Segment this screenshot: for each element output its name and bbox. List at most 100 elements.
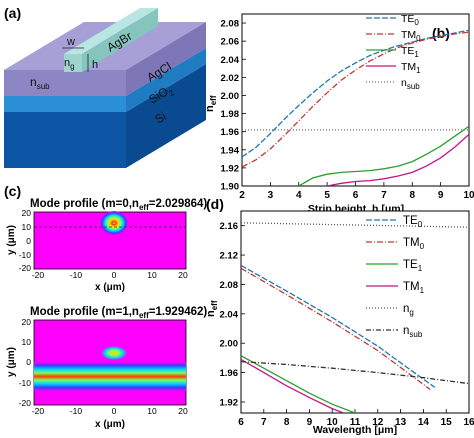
y-tick-label: 2.06 [221,37,240,48]
legend-subscript: sub [409,330,422,339]
y-tick-label: 1.98 [221,109,240,120]
legend-label: TM1 [403,281,425,295]
y-tick-label: 1.92 [220,397,239,408]
mode-profile-bottom-slab [34,362,186,391]
series-line-tm-1 [241,358,344,413]
legend-subscript: g [409,308,413,317]
legend-name: TE [403,215,418,227]
series-line-tm-1 [326,133,469,186]
legend-label: TE1 [403,259,423,273]
x-tick-label: 13 [395,417,407,428]
ytick-label: 10 [22,337,32,347]
series-line-tm-0 [242,31,469,168]
y-tick-label: 1.92 [221,163,240,174]
mode-profile-bottom-xlabel: x (μm) [95,419,125,430]
x-tick-label: 10 [463,190,474,201]
chart-d-series [241,222,469,413]
xtick-label: -10 [70,270,83,280]
chart-d: (d) 6 7 8 9 10 11 12 13 14 15 16 1.921.962.002.042… [205,196,474,436]
x-tick-label: 8 [409,190,415,201]
y-tick-label: 1.96 [221,127,240,138]
strip-index-label: ng [64,57,75,71]
y-tick-label: 2.00 [221,91,240,102]
x-tick-label: 10 [327,417,339,428]
ytick-label: -20 [19,263,32,273]
x-tick-label: 14 [418,417,430,428]
ytick-label: 10 [22,222,32,232]
ytick-label: 0 [26,357,31,367]
x-tick-label: 2 [239,190,245,201]
xtick-label: 20 [178,270,188,280]
series-line-n-sub [241,360,469,385]
y-tick-label: 2.02 [221,73,240,84]
mode-profile-top-ylabel: y (μm) [6,225,17,255]
x-tick-label: 9 [307,417,313,428]
legend-label: nsub [401,77,420,91]
legend-name: TM [401,61,416,73]
mode-profile-bottom-spot [101,346,127,360]
chart-b: (b) 2 3 4 5 6 7 8 9 10 1.901.921.941.961.982.002… [204,13,474,215]
x-tick-label: 6 [353,190,359,201]
chart-b-yticks: 1.90 1.92 1.94 1.96 1.98 2.00 2.02 2.04 2.06 2.08 [221,19,246,193]
x-tick-label: 4 [296,190,302,201]
legend-name: TM [403,237,420,249]
si-layer-front [4,112,126,168]
mode-profile-top-spot [100,211,128,235]
legend-name: TM [403,281,420,293]
series-line-te-1 [241,355,356,413]
xtick-label: 10 [147,406,157,416]
xtick-label: 0 [112,406,117,416]
agcl-layer-side [126,22,206,96]
series-line-n-g [241,222,469,228]
mode-profile-bottom-xticks: -20 -10 0 10 20 [32,406,188,416]
xtick-label: 0 [112,270,117,280]
y-tick-label: 2.00 [220,339,239,350]
legend-subscript: 1 [414,50,419,59]
legend-subscript: 1 [416,66,421,75]
chart-b-ylabel: neff [204,95,218,112]
legend-name: n [401,77,407,89]
xtick-label: 10 [147,270,157,280]
legend-label: TM0 [401,29,421,43]
y-tick-label: 2.08 [220,280,239,291]
x-tick-label: 3 [268,190,274,201]
chart-b-frame [241,13,470,187]
agbr-strip-side [82,8,158,72]
legend-subscript: 0 [414,18,419,27]
x-tick-label: 12 [372,417,384,428]
width-symbol: w [66,36,75,48]
x-tick-label: 6 [238,417,244,428]
legend-subscript: sub [407,82,420,91]
y-tick-label: 2.12 [220,251,239,262]
mode-profile-top-yticks: 20 10 0 -10 -20 [19,208,32,273]
y-tick-label: 1.94 [221,145,240,156]
panel-a: (a) AgBr AgCl SiO2 Si nsub ng w h [4,5,206,168]
legend-name: TE [401,13,414,25]
panel-label-c: (c) [4,183,21,199]
height-symbol: h [92,59,98,71]
chart-d-xticks: 6 7 8 9 10 11 12 13 14 15 16 [238,409,474,428]
legend-label: TM0 [403,237,425,251]
mode-profile-title-top: Mode profile (m=0,neff=2.029864) [30,198,207,212]
xtick-label: -20 [32,406,45,416]
legend-name: TE [403,259,418,271]
si-layer-side [126,64,206,168]
x-tick-label: 11 [350,417,361,428]
legend-name: n [403,303,409,315]
panel-label-d: (d) [206,196,224,212]
x-tick-label: 16 [463,417,474,428]
legend-label: TM1 [401,61,421,75]
agcl-layer-front [4,70,126,96]
y-tick-label: 2.04 [221,55,240,66]
x-tick-label: 7 [381,190,387,201]
series-line-tm-0 [241,267,431,391]
series-line-te-1 [298,125,469,186]
y-tick-label: 1.96 [220,368,239,379]
ytick-label: 20 [22,208,32,218]
chart-d-frame [240,210,470,414]
legend-label: ng [403,303,414,317]
legend-name: n [403,325,409,337]
y-tick-label: 2.04 [220,309,239,320]
y-tick-label: 1.90 [221,182,240,193]
